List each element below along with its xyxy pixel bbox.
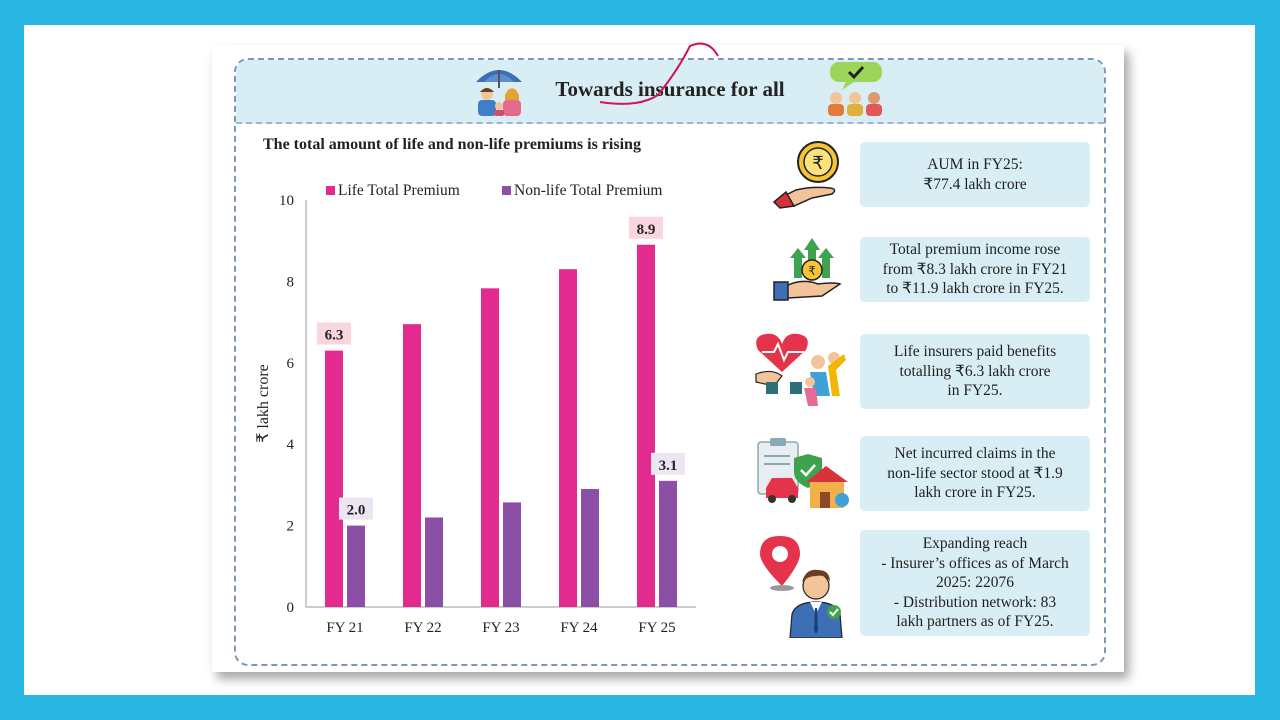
bar-non-life-fy25 — [659, 480, 677, 607]
x-tick-label: FY 25 — [638, 620, 675, 636]
y-tick-label: 4 — [287, 437, 295, 453]
legend-swatch-life — [326, 186, 335, 195]
y-tick-label: 0 — [287, 600, 295, 616]
svg-text:₹: ₹ — [808, 264, 816, 278]
info-text-reach: Expanding reach - Insurer’s offices as o… — [881, 535, 1069, 631]
bar-life-fy24 — [559, 269, 577, 607]
info-text-aum: AUM in FY25: ₹77.4 lakh crore — [923, 156, 1027, 193]
page-title: Towards insurance for all — [555, 77, 785, 101]
data-label: 3.1 — [659, 458, 678, 474]
svg-text:₹: ₹ — [812, 153, 823, 174]
data-label-box — [629, 216, 663, 239]
rupee-coin-hand-icon: ₹ — [772, 141, 839, 209]
data-label-box — [317, 322, 351, 345]
info-text-benefits: Life insurers paid benefits totalling ₹6… — [893, 343, 1057, 400]
info-box-aum: AUM in FY25: ₹77.4 lakh crore — [860, 142, 1090, 207]
bar-life-fy25 — [637, 244, 655, 607]
x-tick-label: FY 23 — [482, 620, 519, 636]
info-box-benefits: Life insurers paid benefits totalling ₹6… — [860, 334, 1090, 409]
bar-life-fy22 — [403, 324, 421, 607]
bar-non-life-fy21 — [347, 525, 365, 607]
y-tick-label: 2 — [287, 519, 295, 535]
info-text-premium-income: Total premium income rose from ₹8.3 lakh… — [882, 241, 1068, 298]
data-label: 6.3 — [325, 328, 344, 344]
premium-bar-chart: 0 2 4 6 8 10 ₹ lakh crore Life Total Premium Non… — [255, 182, 696, 636]
y-axis-label: ₹ lakh crore — [255, 364, 272, 443]
bar-non-life-fy22 — [425, 517, 443, 607]
legend-label-non-life: Non-life Total Premium — [514, 182, 662, 199]
agent-location-icon — [760, 536, 843, 638]
y-tick-label: 6 — [287, 356, 295, 372]
car-house-claims-icon — [757, 438, 849, 508]
bar-life-fy23 — [481, 288, 499, 607]
x-tick-label: FY 22 — [404, 620, 441, 636]
bar-life-fy21 — [325, 350, 343, 607]
data-label: 2.0 — [347, 503, 366, 519]
legend-label-life: Life Total Premium — [338, 182, 460, 199]
data-label-box — [339, 497, 373, 520]
bar-non-life-fy24 — [581, 488, 599, 607]
data-label-box — [651, 452, 685, 475]
title-banner: Towards insurance for all — [236, 60, 1104, 124]
info-box-claims: Net incurred claims in the non-life sect… — [860, 436, 1090, 511]
info-box-reach: Expanding reach - Insurer’s offices as o… — [860, 530, 1090, 636]
info-box-premium-income: Total premium income rose from ₹8.3 lakh… — [860, 237, 1090, 302]
y-tick-label: 10 — [279, 193, 294, 209]
pen-annotation-squiggle — [599, 42, 719, 105]
info-text-claims: Net incurred claims in the non-life sect… — [887, 445, 1063, 502]
y-tick-label: 8 — [287, 274, 295, 290]
people-checkmark-icon — [828, 62, 882, 116]
legend-swatch-non-life — [502, 186, 511, 195]
chart-title: The total amount of life and non-life pr… — [263, 136, 641, 153]
data-label: 8.9 — [637, 222, 656, 238]
heart-family-icon — [755, 333, 846, 406]
growth-hand-icon: ₹ — [773, 238, 842, 301]
x-tick-label: FY 21 — [326, 620, 363, 636]
bar-non-life-fy23 — [503, 502, 521, 607]
umbrella-family-icon — [476, 70, 522, 116]
x-tick-label: FY 24 — [560, 620, 598, 636]
